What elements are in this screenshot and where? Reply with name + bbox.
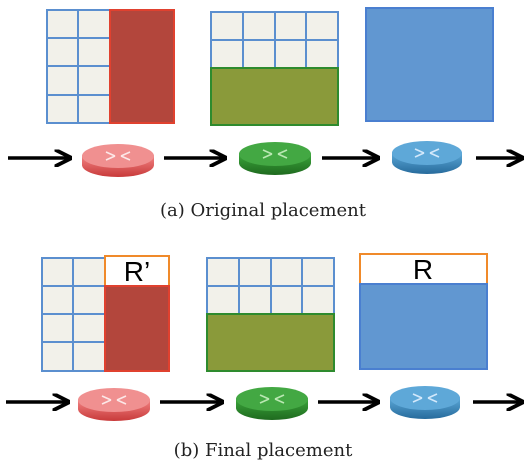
reserved-label-r: R [413,254,433,285]
caption-original-placement: (a) Original placement [160,200,366,221]
green-block [210,67,339,126]
red-block [109,9,175,124]
router-icon [239,142,311,175]
reserved-region-r [359,253,488,285]
red-block [104,285,170,372]
table-b-switch1: R’ [41,255,170,372]
reserved-label-r-prime: R’ [124,256,150,287]
flow-row-b [6,386,522,421]
blue-block [365,7,494,122]
table-a-switch3 [365,7,494,122]
router-icon [236,387,308,420]
blue-block [359,283,488,370]
table-b-switch2 [206,257,335,372]
router-icon [78,388,150,421]
table-a-switch1 [46,9,175,124]
router-icon [392,141,462,174]
caption-final-placement: (b) Final placement [173,440,353,461]
green-block [206,313,335,372]
table-a-switch2 [210,11,339,126]
router-icon [82,144,154,177]
router-icon [390,386,460,419]
flow-row-a [8,141,522,177]
table-b-switch3: R [359,253,488,370]
